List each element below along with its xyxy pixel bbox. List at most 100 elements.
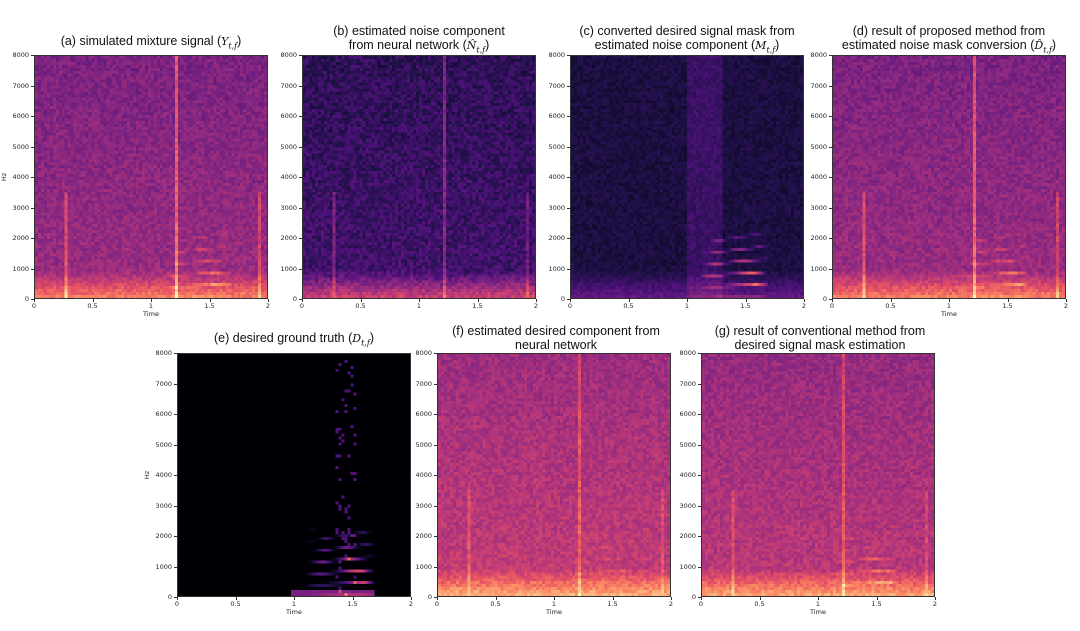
ytick-mark (698, 475, 701, 476)
ytick-mark (434, 444, 437, 446)
panel-d-title: estimated noise mask conversion (D̂t,f) (824, 38, 1074, 58)
xtick-label: 1 (409, 302, 429, 310)
ytick-label: 0 (0, 295, 29, 303)
xtick-label: 2 (258, 302, 278, 310)
ytick-label: 4000 (402, 471, 432, 479)
xtick-mark (701, 597, 702, 600)
ytick-mark (174, 566, 177, 568)
xtick-label: 1.5 (998, 302, 1018, 310)
xtick-label: 0.5 (351, 302, 371, 310)
ytick-label: 0 (666, 593, 696, 601)
y-axis-label: Hz (0, 173, 8, 181)
spectrogram-f (437, 353, 671, 597)
ytick-mark (698, 597, 701, 598)
panel-g-title-line1: (g) result of conventional method from (692, 324, 948, 338)
x-axis-label: Time (274, 608, 314, 616)
xtick-label: 0 (167, 600, 187, 608)
xtick-mark (495, 597, 497, 600)
spectrogram-e (177, 353, 411, 597)
ytick-mark (829, 299, 832, 300)
ytick-label: 6000 (0, 112, 29, 120)
xtick-mark (268, 299, 269, 302)
xtick-mark (411, 597, 412, 600)
xtick-mark (628, 299, 630, 302)
xtick-mark (437, 597, 438, 600)
xtick-label: 0.5 (226, 600, 246, 608)
xtick-label: 1.5 (603, 600, 623, 608)
xtick-mark (949, 299, 950, 302)
ytick-label: 1000 (0, 265, 29, 273)
ytick-label: 7000 (0, 82, 29, 90)
ytick-label: 5000 (0, 143, 29, 151)
ytick-label: 6000 (535, 112, 565, 120)
ytick-label: 8000 (142, 349, 172, 357)
ytick-mark (31, 207, 34, 209)
ytick-mark (299, 85, 302, 87)
xtick-label: 1.5 (200, 302, 220, 310)
ytick-label: 0 (797, 295, 827, 303)
ytick-mark (31, 177, 34, 178)
ytick-mark (174, 536, 177, 537)
xtick-label: 1 (677, 302, 697, 310)
ytick-mark (299, 238, 302, 239)
ytick-label: 7000 (402, 380, 432, 388)
ytick-mark (567, 116, 570, 117)
ytick-mark (698, 383, 701, 385)
ytick-label: 7000 (267, 82, 297, 90)
ytick-label: 5000 (142, 441, 172, 449)
ytick-label: 1000 (797, 265, 827, 273)
spectrogram-g (701, 353, 935, 597)
xtick-mark (352, 597, 354, 600)
y-axis-label: Hz (143, 471, 151, 479)
ytick-label: 6000 (666, 410, 696, 418)
ytick-mark (299, 299, 302, 300)
panel-g-title: desired signal mask estimation (692, 338, 948, 352)
xtick-label: 0 (822, 302, 842, 310)
xtick-mark (1066, 299, 1067, 302)
ytick-label: 3000 (666, 502, 696, 510)
xtick-label: 2 (794, 302, 814, 310)
xtick-label: 1.5 (468, 302, 488, 310)
panel-e-title: (e) desired ground truth (Dt,f) (177, 331, 411, 351)
ytick-label: 2000 (797, 234, 827, 242)
ytick-mark (299, 146, 302, 148)
xtick-label: 1 (808, 600, 828, 608)
xtick-label: 1 (284, 600, 304, 608)
panel-b-title: from neural network (N̂t,f) (302, 38, 536, 58)
ytick-mark (434, 597, 437, 598)
xtick-label: 0 (691, 600, 711, 608)
ytick-label: 2000 (267, 234, 297, 242)
ytick-mark (829, 207, 832, 209)
ytick-label: 1000 (666, 563, 696, 571)
ytick-mark (829, 177, 832, 178)
xtick-mark (745, 299, 747, 302)
xtick-mark (671, 597, 672, 600)
ytick-label: 1000 (267, 265, 297, 273)
xtick-label: 0 (292, 302, 312, 310)
ytick-mark (31, 116, 34, 117)
ytick-mark (434, 353, 437, 354)
ytick-label: 5000 (666, 441, 696, 449)
xtick-label: 2 (1056, 302, 1076, 310)
xtick-mark (759, 597, 761, 600)
ytick-mark (174, 414, 177, 415)
ytick-mark (174, 353, 177, 354)
ytick-mark (174, 383, 177, 385)
xtick-mark (804, 299, 805, 302)
ytick-label: 3000 (402, 502, 432, 510)
ytick-label: 6000 (142, 410, 172, 418)
ytick-mark (174, 597, 177, 598)
spectrogram-a (34, 55, 268, 299)
ytick-mark (567, 207, 570, 209)
ytick-label: 2000 (142, 532, 172, 540)
ytick-mark (434, 414, 437, 415)
xtick-label: 0.5 (619, 302, 639, 310)
ytick-mark (829, 116, 832, 117)
xtick-label: 0.5 (881, 302, 901, 310)
ytick-mark (299, 268, 302, 270)
xtick-mark (477, 299, 479, 302)
ytick-label: 3000 (142, 502, 172, 510)
xtick-mark (177, 597, 178, 600)
ytick-mark (698, 353, 701, 354)
xtick-mark (876, 597, 878, 600)
